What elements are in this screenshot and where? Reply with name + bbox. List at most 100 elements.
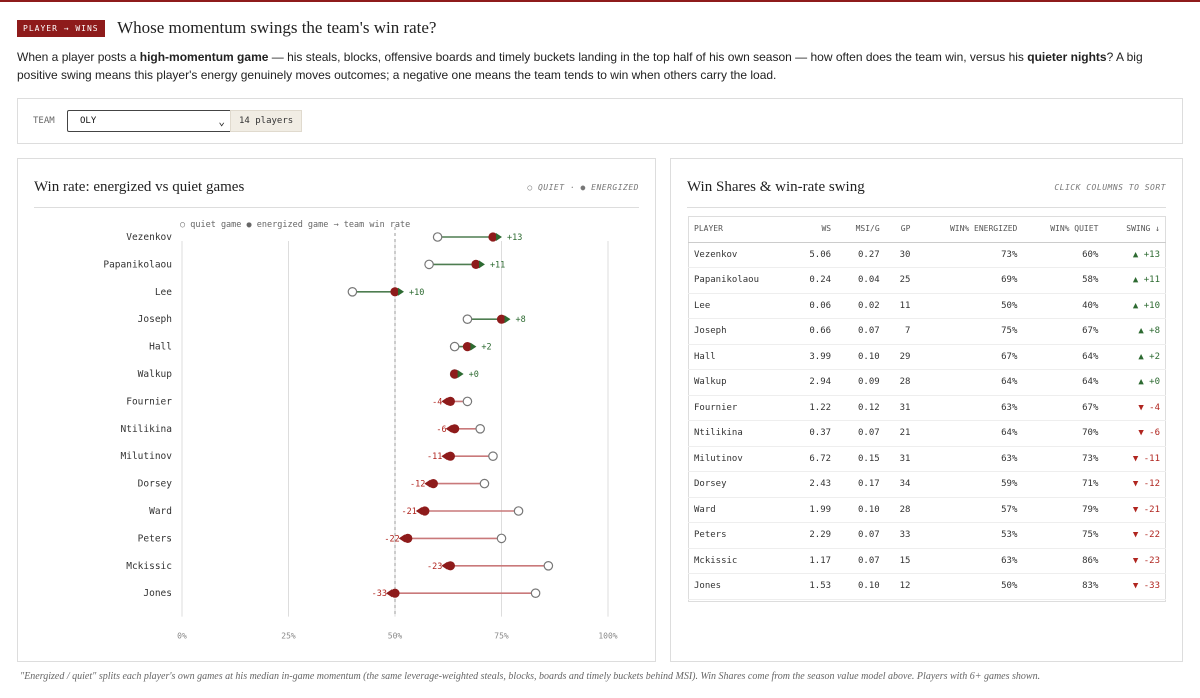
energized-point <box>496 314 507 324</box>
chart-legend-note: ○ QUIET · ● ENERGIZED <box>527 183 639 192</box>
player-name-cell: Hall <box>688 344 792 370</box>
table-cell: 0.10 <box>837 573 886 600</box>
swing-value-label: -23 <box>427 562 442 572</box>
table-row: Mckissic 1.17 0.07 15 63% 86% ▼ -23 <box>688 548 1166 574</box>
table-cell: 79% <box>1023 497 1105 523</box>
table-cell: 0.10 <box>837 497 886 523</box>
table-cell: 3.99 <box>791 344 838 370</box>
table-cell: 5.06 <box>791 242 838 268</box>
player-name-cell: Fournier <box>688 395 792 421</box>
table-cell: 0.04 <box>837 267 886 294</box>
player-label: Ward <box>149 506 172 517</box>
energized-point <box>462 342 473 352</box>
table-row: Milutinov 6.72 0.15 31 63% 73% ▼ -11 <box>688 446 1166 472</box>
table-cell: 64% <box>916 420 1024 447</box>
table-cell: ▲ +11 <box>1104 267 1166 294</box>
table-cell: ▲ +10 <box>1104 293 1166 319</box>
quiet-point <box>424 259 434 270</box>
energized-arrow <box>504 315 511 324</box>
swing-value-label: +2 <box>481 343 491 353</box>
column-header-4[interactable]: WIN% ENERGIZED <box>916 216 1024 243</box>
x-tick-label: 75% <box>494 632 509 641</box>
table-cell: ▼ -11 <box>1104 446 1166 472</box>
table-cell: 34 <box>885 471 917 498</box>
table-cell: 2.43 <box>791 471 838 498</box>
energized-point <box>450 369 460 379</box>
table-cell: 15 <box>885 548 917 574</box>
energized-arrow <box>495 233 502 241</box>
player-name-cell: Jones <box>688 573 792 600</box>
table-cell: 1.17 <box>791 548 838 574</box>
table-cell: 67% <box>916 344 1024 370</box>
filter-bar: TEAM OLY ⌄ 14 players <box>17 98 1183 144</box>
table-cell: 58% <box>1023 267 1105 294</box>
energized-point <box>450 424 460 434</box>
table-cell: 6.72 <box>791 446 838 472</box>
table-cell: 29 <box>885 344 917 370</box>
swing-value-label: -33 <box>372 589 387 599</box>
x-tick-label: 100% <box>598 632 617 641</box>
player-label: Papanikolaou <box>103 259 172 270</box>
player-label: Vezenkov <box>126 232 172 243</box>
swing-value-label: -11 <box>427 452 442 462</box>
energized-point <box>488 232 498 242</box>
table-row: Hall 3.99 0.10 29 67% 64% ▲ +2 <box>688 344 1166 370</box>
energized-point <box>428 479 438 489</box>
table-cell: 50% <box>916 573 1024 600</box>
desc-text: — his steals, blocks, offensive boards a… <box>268 50 1028 64</box>
page-description: When a player posts a high-momentum game… <box>17 48 1180 84</box>
page-title: Whose momentum swings the team's win rat… <box>117 18 437 37</box>
energized-arrow <box>441 561 448 570</box>
team-select-value: OLY <box>80 116 97 126</box>
table-title: Win Shares & win-rate swing <box>687 179 865 195</box>
team-select[interactable]: OLY ⌄ <box>67 110 232 132</box>
table-cell: ▼ -21 <box>1104 497 1166 523</box>
table-cell: 1.53 <box>791 573 838 600</box>
column-header-2[interactable]: MSI/G <box>837 216 886 243</box>
energized-arrow <box>445 424 452 433</box>
table-cell: 1.22 <box>791 395 838 421</box>
table-cell: 67% <box>1023 318 1105 345</box>
quiet-point <box>513 506 524 516</box>
player-label: Lee <box>155 287 172 298</box>
energized-arrow <box>478 260 485 269</box>
table-cell: 7 <box>885 318 917 345</box>
column-header-3[interactable]: GP <box>885 216 917 243</box>
column-header-1[interactable]: WS <box>791 216 838 243</box>
desc-emphasis-quiet: quieter nights <box>1027 50 1107 64</box>
energized-arrow <box>415 507 422 515</box>
column-header-5[interactable]: WIN% QUIET <box>1023 216 1105 243</box>
column-header-6[interactable]: SWING ↓ <box>1104 216 1166 243</box>
energized-point <box>445 396 455 406</box>
divider <box>34 207 639 208</box>
table-row: Papanikolaou 0.24 0.04 25 69% 58% ▲ +11 <box>688 267 1166 294</box>
table-cell: 0.10 <box>837 344 886 370</box>
chevron-down-icon: ⌄ <box>218 115 225 128</box>
table-cell: 0.17 <box>837 471 886 498</box>
table-cell: ▲ +13 <box>1104 242 1166 268</box>
quiet-point <box>462 396 473 407</box>
win-rate-chart-panel: Win rate: energized vs quiet games ○ QUI… <box>17 158 656 662</box>
player-name-cell: Joseph <box>688 318 792 345</box>
player-label: Walkup <box>138 369 173 380</box>
column-header-player[interactable]: PLAYER <box>688 216 792 243</box>
table-row: Walkup 2.94 0.09 28 64% 64% ▲ +0 <box>688 369 1166 396</box>
table-cell: 0.06 <box>791 293 838 319</box>
swing-value-label: -4 <box>432 397 442 407</box>
table-cell: 64% <box>1023 344 1105 370</box>
table-cell: 0.12 <box>837 395 886 421</box>
section-tag: PLAYER → WINS <box>17 19 105 37</box>
table-row: Ward 1.99 0.10 28 57% 79% ▼ -21 <box>688 497 1166 523</box>
table-cell: 59% <box>916 471 1024 498</box>
table-row: Dorsey 2.43 0.17 34 59% 71% ▼ -12 <box>688 471 1166 498</box>
desc-text: When a player posts a <box>17 50 140 64</box>
divider <box>687 207 1166 208</box>
player-name-cell: Ward <box>688 497 792 523</box>
table-cell: 31 <box>885 446 917 472</box>
team-label: TEAM <box>33 116 55 126</box>
table-cell: 0.66 <box>791 318 838 345</box>
sort-hint: CLICK COLUMNS TO SORT <box>1054 183 1166 192</box>
x-tick-label: 50% <box>388 632 403 641</box>
table-row: Vezenkov 5.06 0.27 30 73% 60% ▲ +13 <box>688 242 1166 268</box>
player-label: Joseph <box>138 314 172 325</box>
